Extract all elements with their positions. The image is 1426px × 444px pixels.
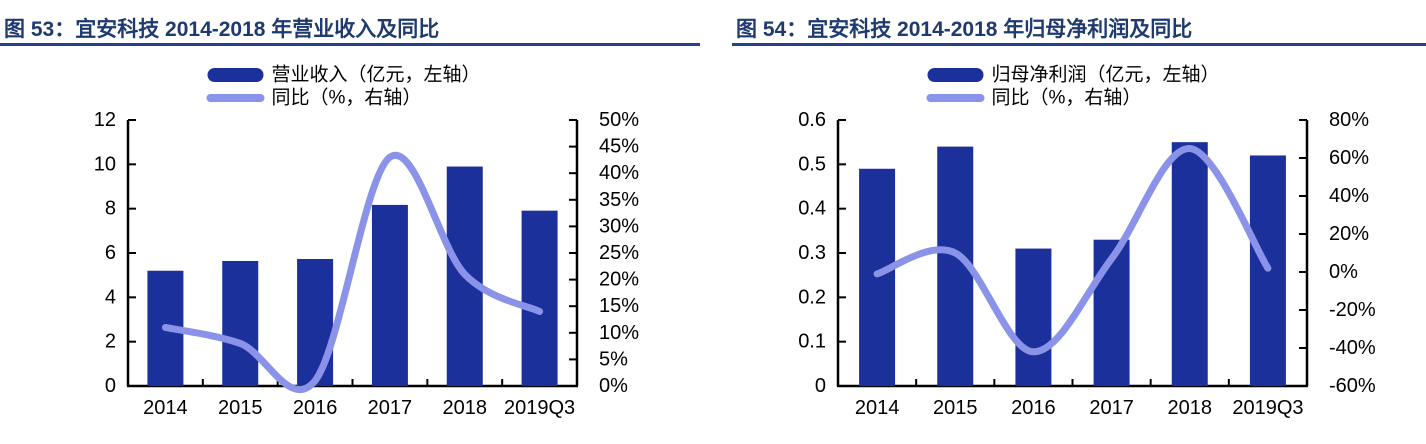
legend: 归母净利润（亿元，左轴）同比（%，右轴）: [926, 64, 1220, 109]
right-axis-label: 0%: [1329, 261, 1358, 283]
right-axis: 50% 45% 40% 35% 30% 25% 20% 15% 10% 5% 0%: [569, 109, 639, 397]
bar-2016: [297, 258, 334, 386]
right-axis-label: -20%: [1329, 299, 1376, 321]
right-axis-label: -60%: [1329, 375, 1376, 397]
bar-series: [147, 166, 558, 386]
legend-label-bar: 归母净利润（亿元，左轴）: [992, 64, 1220, 86]
left-axis-label: 2: [105, 331, 116, 353]
bar-2015: [222, 260, 259, 386]
legend-item-line-series: 同比（%，右轴）: [926, 87, 1142, 109]
right-axis-label: 25%: [599, 242, 639, 264]
right-axis-label: 40%: [1329, 185, 1369, 207]
left-axis-label: 0.2: [798, 286, 826, 308]
x-axis-label: 2018: [443, 397, 488, 419]
legend-label-line: 同比（%，右轴）: [272, 87, 422, 109]
right-axis-label: 10%: [599, 322, 639, 344]
left-axis: 12 10 8 6 4 2 0: [94, 109, 136, 397]
x-axis-label: 2019Q3: [504, 397, 575, 419]
x-axis-label: 2015: [933, 397, 978, 419]
left-axis-label: 0.4: [798, 198, 826, 220]
right-axis-label: 30%: [599, 215, 639, 237]
figure-54-chart: 归母净利润（亿元，左轴）同比（%，右轴） 0.6 0.5 0.4 0.3 0.2 0.1 0 8…: [798, 64, 1376, 420]
bar-series-swatch: [927, 68, 984, 82]
left-axis-label: 0.1: [798, 331, 826, 353]
legend-item-bar-series: 归母净利润（亿元，左轴）: [927, 64, 1220, 86]
right-axis-label: 20%: [1329, 223, 1369, 245]
left-axis-label: 6: [105, 242, 116, 264]
right-axis: 80% 60% 40% 20% 0% -20% -40% -60%: [1299, 109, 1376, 397]
right-axis-label: 80%: [1329, 109, 1369, 131]
x-axis-label: 2019Q3: [1232, 397, 1303, 419]
x-axis-label: 2016: [293, 397, 338, 419]
x-axis-label: 2015: [218, 397, 263, 419]
x-axis-label: 2014: [143, 397, 188, 419]
bar-2018: [1171, 142, 1208, 386]
left-axis-label: 8: [105, 198, 116, 220]
left-axis-label: 0.3: [798, 242, 826, 264]
right-axis-label: 5%: [599, 348, 628, 370]
left-axis-label: 0: [105, 375, 116, 397]
left-axis-label: 0: [815, 375, 826, 397]
bar-series-swatch: [207, 68, 264, 82]
bar-2019Q3: [521, 210, 558, 386]
x-axis-label: 2016: [1011, 397, 1056, 419]
figure-54-title: 图 54：宜安科技 2014-2018 年归母净利润及同比: [732, 0, 1426, 46]
bar-2017: [371, 204, 408, 386]
left-axis: 0.6 0.5 0.4 0.3 0.2 0.1 0: [798, 109, 846, 397]
legend: 营业收入（亿元，左轴）同比（%，右轴）: [206, 64, 481, 109]
figure-54: 图 54：宜安科技 2014-2018 年归母净利润及同比 归母净利润（亿元，左…: [732, 0, 1426, 444]
legend-item-line-series: 同比（%，右轴）: [206, 87, 422, 109]
bar-2016: [1015, 248, 1052, 386]
left-axis-label: 0.6: [798, 109, 826, 131]
right-axis-label: 20%: [599, 269, 639, 291]
right-axis-label: 50%: [599, 109, 639, 131]
yoy-line: [873, 145, 1272, 356]
right-axis-label: 0%: [599, 375, 628, 397]
figure-53: 图 53：宜安科技 2014-2018 年营业收入及同比 营业收入（亿元，左轴）…: [0, 0, 700, 444]
left-axis-label: 4: [105, 286, 116, 308]
right-axis-label: 15%: [599, 295, 639, 317]
x-axis: 2014 2015 2016 2017 2018 2019Q3: [127, 379, 578, 419]
left-axis-label: 0.5: [798, 153, 826, 175]
right-axis-label: -40%: [1329, 337, 1376, 359]
x-axis: 2014 2015 2016 2017 2018 2019Q3: [837, 379, 1308, 419]
x-axis-label: 2018: [1168, 397, 1213, 419]
x-axis-label: 2017: [368, 397, 413, 419]
figure-53-chart: 营业收入（亿元，左轴）同比（%，右轴） 12 10 8 6 4 2 0 50% 45% 40% 35%…: [94, 64, 639, 420]
right-axis-label: 35%: [599, 189, 639, 211]
x-axis-label: 2014: [855, 397, 900, 419]
right-axis-label: 60%: [1329, 147, 1369, 169]
right-axis-label: 45%: [599, 136, 639, 158]
figure-53-title: 图 53：宜安科技 2014-2018 年营业收入及同比: [0, 0, 700, 46]
legend-label-line: 同比（%，右轴）: [992, 87, 1142, 109]
legend-item-bar-series: 营业收入（亿元，左轴）: [207, 64, 481, 86]
legend-label-bar: 营业收入（亿元，左轴）: [272, 64, 481, 86]
left-axis-label: 12: [94, 109, 116, 131]
x-axis-label: 2017: [1089, 397, 1134, 419]
yoy-line: [161, 151, 544, 393]
left-axis-label: 10: [94, 153, 116, 175]
right-axis-label: 40%: [599, 162, 639, 184]
